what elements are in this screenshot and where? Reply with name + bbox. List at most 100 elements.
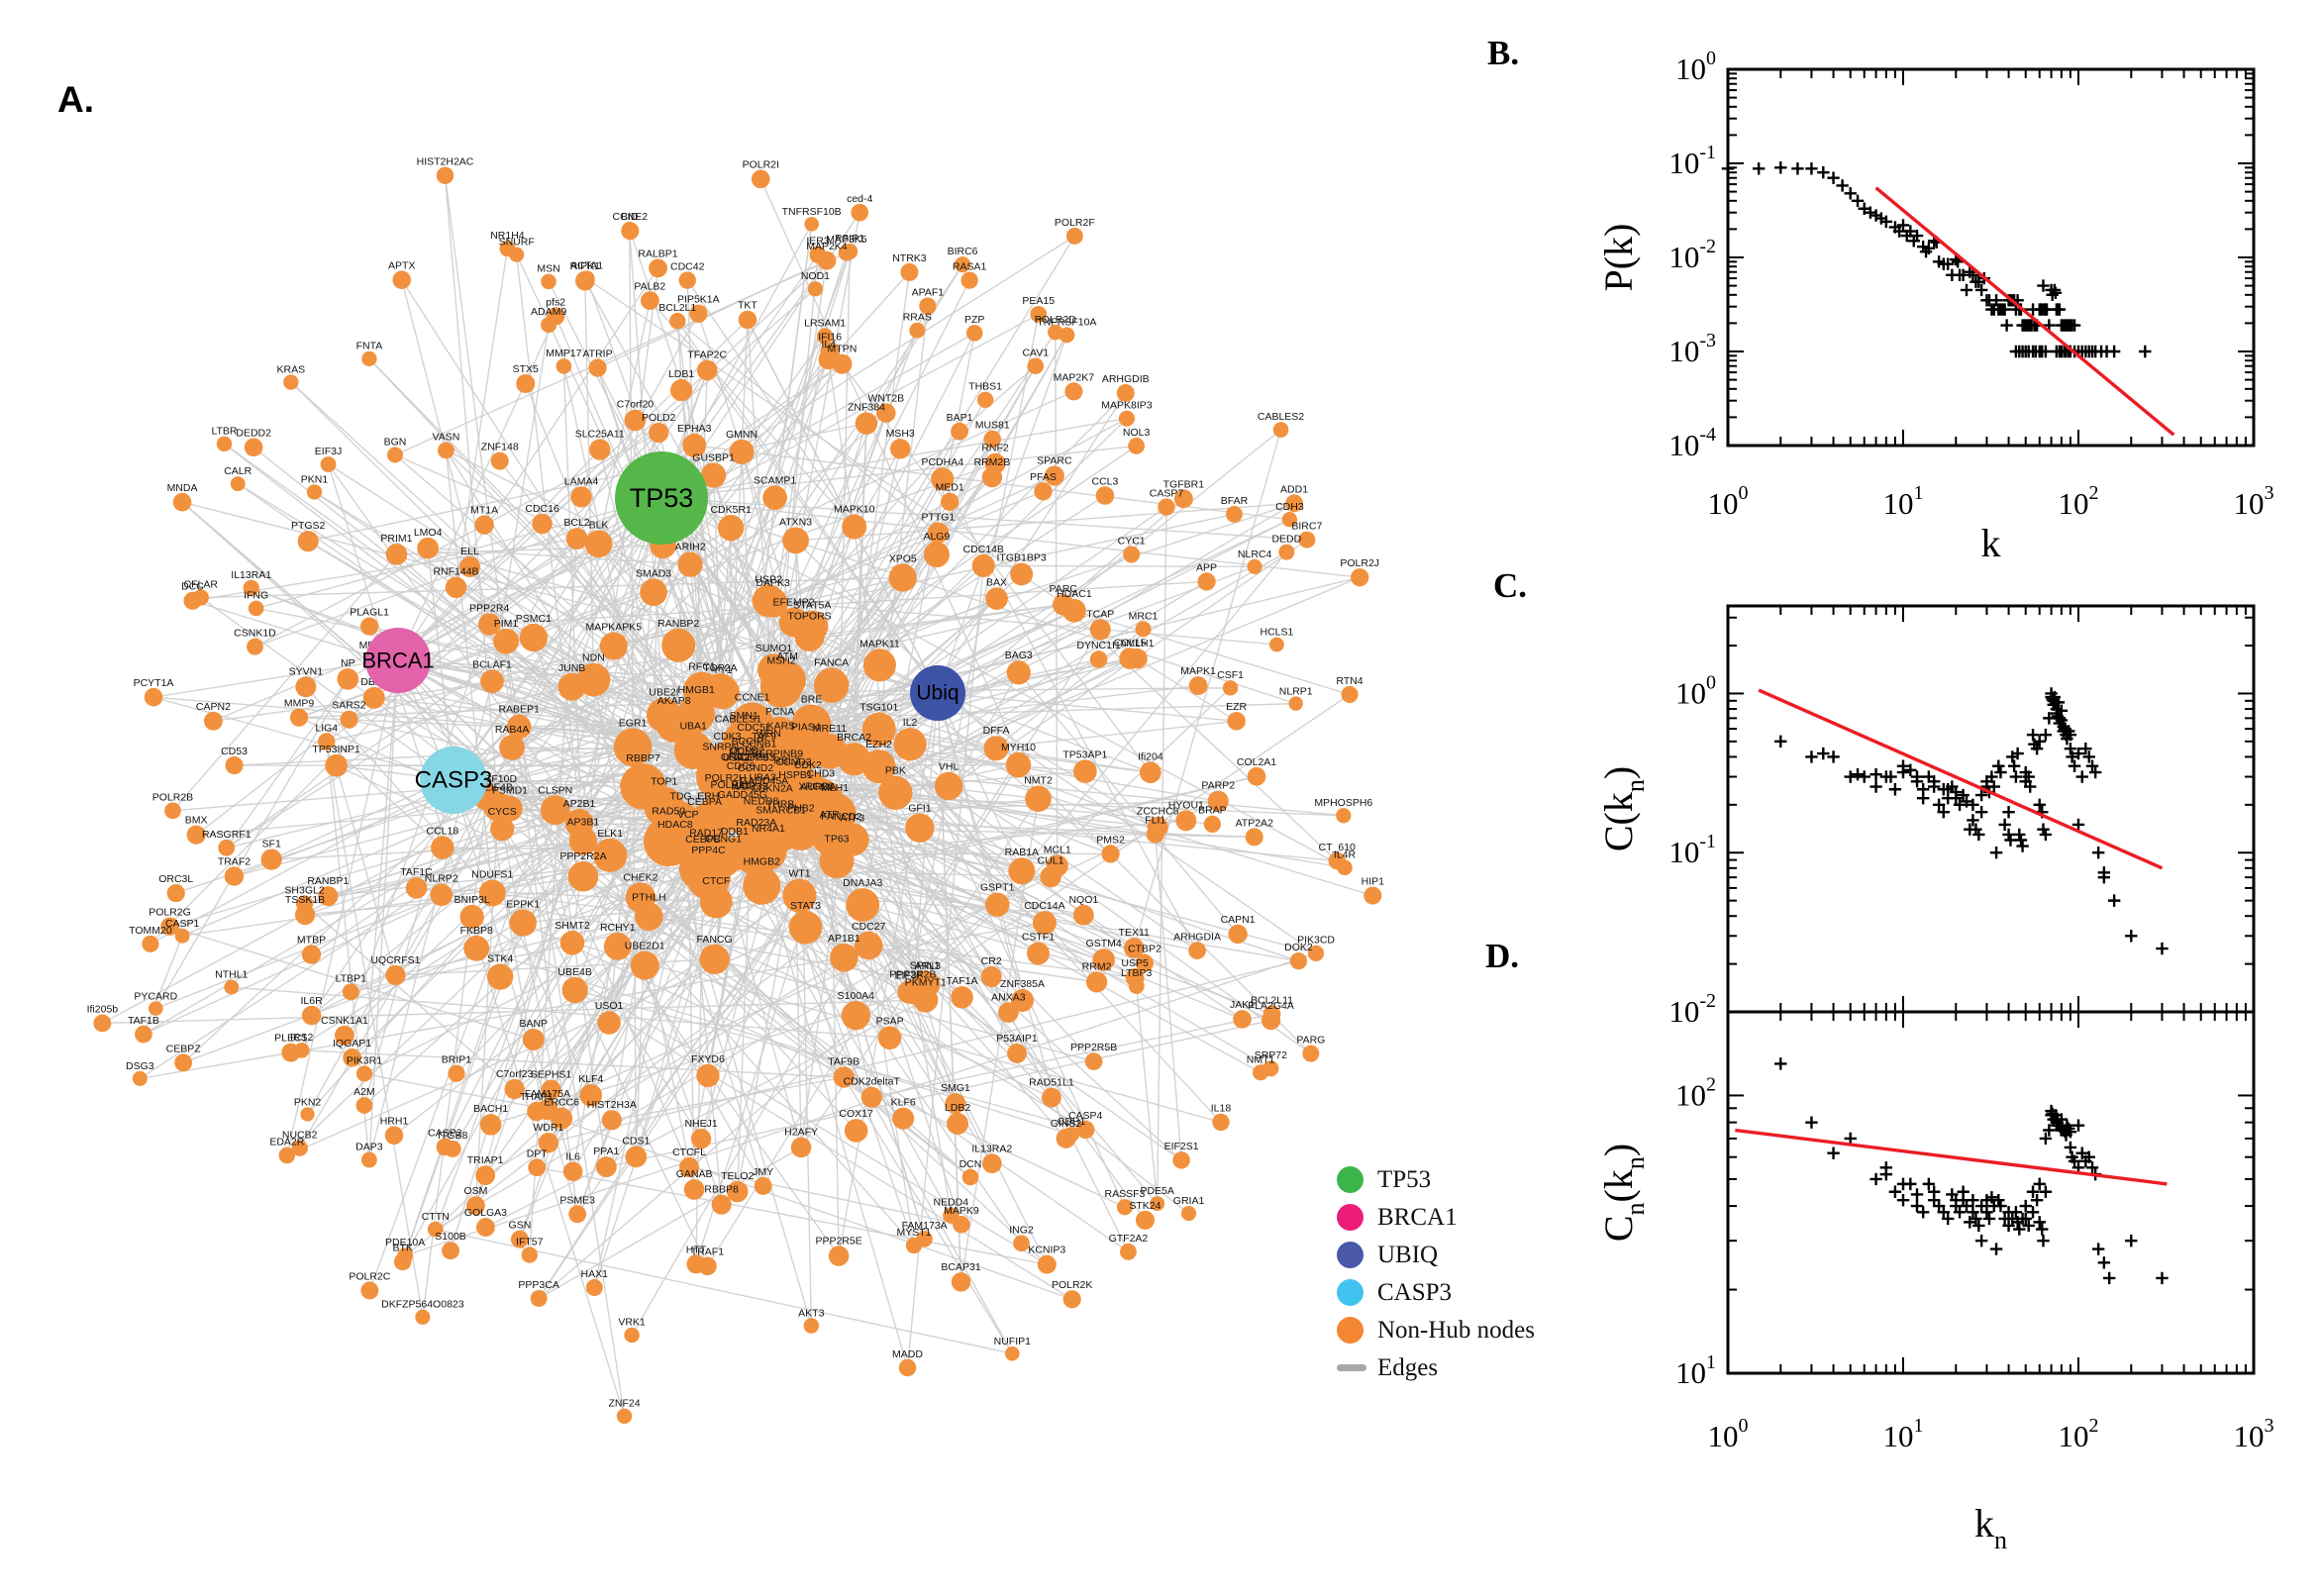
data-point-marker (1957, 788, 1970, 802)
network-node (971, 553, 995, 577)
data-point-marker (2036, 1223, 2049, 1236)
network-node (1328, 851, 1346, 870)
data-point-marker (1805, 1116, 1818, 1129)
network-edge (396, 545, 663, 555)
node-label: KLF4 (578, 1073, 603, 1085)
network-node (854, 931, 883, 960)
node-label: RCHY1 (600, 922, 636, 934)
node-label: MLH1 (821, 782, 849, 794)
node-label: ERH (697, 791, 719, 803)
network-edge (397, 319, 749, 661)
node-label: DCN (960, 1158, 982, 1170)
node-label: MRC1 (1129, 610, 1159, 622)
network-node (300, 1107, 315, 1122)
node-label: SYVN1 (289, 665, 324, 677)
node-label: ZCCHC8 (1137, 806, 1179, 818)
network-node (477, 613, 501, 636)
data-point-marker (1974, 805, 1988, 819)
network-edge (871, 1013, 1272, 1098)
node-label: BCL2L11 (1251, 994, 1293, 1006)
node-label: ZNF148 (481, 442, 519, 453)
node-label: NUCB2 (282, 1129, 318, 1141)
network-node (436, 166, 454, 184)
node-label: STK24 (1129, 1200, 1161, 1212)
network-node (1116, 383, 1135, 402)
data-point-marker (2068, 319, 2081, 332)
data-point-marker (2125, 1234, 2138, 1247)
network-node (855, 412, 878, 435)
node-label: GTF2A2 (1109, 1233, 1149, 1245)
node-label: DOK2 (1284, 942, 1313, 953)
network-node (1073, 759, 1097, 783)
network-node (506, 714, 532, 740)
network-edge (597, 259, 828, 369)
node-label: LDB2 (945, 1102, 970, 1114)
node-label: CDC14B (962, 544, 1003, 555)
network-node (1027, 357, 1045, 375)
network-node (1030, 305, 1048, 323)
node-label: TGFBR1 (1163, 478, 1205, 490)
node-label: EIF2S1 (1164, 1141, 1199, 1152)
node-label: ORC3L (158, 873, 193, 885)
data-point-marker (2097, 1256, 2111, 1269)
network-node (386, 447, 403, 463)
node-label: ACTA1 (570, 259, 603, 271)
network-node (961, 1168, 979, 1186)
network-edge (152, 641, 507, 698)
data-points (1774, 1057, 2169, 1285)
network-node (1226, 505, 1243, 523)
network-edge (152, 696, 1104, 961)
network-node (1233, 1010, 1252, 1029)
tick-label: 101 (1883, 1415, 1924, 1453)
network-nodes (93, 166, 1382, 1425)
network-node (1048, 324, 1063, 341)
network-node (361, 350, 377, 367)
network-edge (574, 989, 1073, 1300)
data-point-marker (2107, 345, 2121, 358)
node-label: PPP2R5B (1070, 1042, 1117, 1053)
panel-label-d: D. (1485, 937, 1520, 975)
network-node (559, 931, 585, 955)
node-label: JMY (753, 1166, 773, 1178)
network-node (1173, 489, 1193, 509)
network-node (900, 262, 919, 281)
node-label: TOPORS (788, 611, 832, 623)
node-label: CASP2 (428, 1128, 462, 1140)
node-label: ATRIP (582, 348, 612, 359)
node-label: UBE4B (557, 966, 591, 978)
data-point-marker (1941, 257, 1955, 270)
node-label: EFEMP2 (773, 597, 815, 609)
network-node (743, 866, 781, 905)
network-node (530, 1289, 548, 1307)
node-label: IL6R (301, 995, 324, 1007)
node-label: VASN (432, 431, 459, 443)
network-edge (582, 875, 1129, 1252)
node-label: MRE11 (813, 723, 847, 735)
network-node (878, 775, 913, 810)
network-node (758, 653, 791, 687)
data-point-marker (1941, 1212, 1955, 1226)
data-point-marker (1974, 1234, 1988, 1247)
node-label: DFFA (983, 725, 1010, 737)
network-node (640, 578, 667, 607)
network-node (1146, 825, 1164, 844)
network-node (397, 1247, 414, 1264)
data-point-marker (2125, 930, 2138, 943)
data-point-marker (1836, 179, 1849, 192)
node-label: EIF4B (484, 781, 513, 793)
node-label: SMG1 (941, 1082, 970, 1094)
network-node (541, 1079, 561, 1100)
node-label: BAX (986, 576, 1007, 588)
network-edge (1136, 985, 1159, 1204)
node-label: TP53AP1 (1062, 748, 1107, 760)
network-node (589, 439, 611, 460)
network-node (934, 771, 963, 801)
node-label: BRIP1 (442, 1054, 472, 1066)
network-node (976, 391, 994, 408)
network-node (562, 1161, 583, 1181)
node-label: NUFIP1 (994, 1336, 1032, 1347)
network-node (750, 833, 787, 871)
network-edge (394, 453, 939, 694)
node-label: NP (341, 657, 355, 669)
network-node (842, 514, 867, 540)
